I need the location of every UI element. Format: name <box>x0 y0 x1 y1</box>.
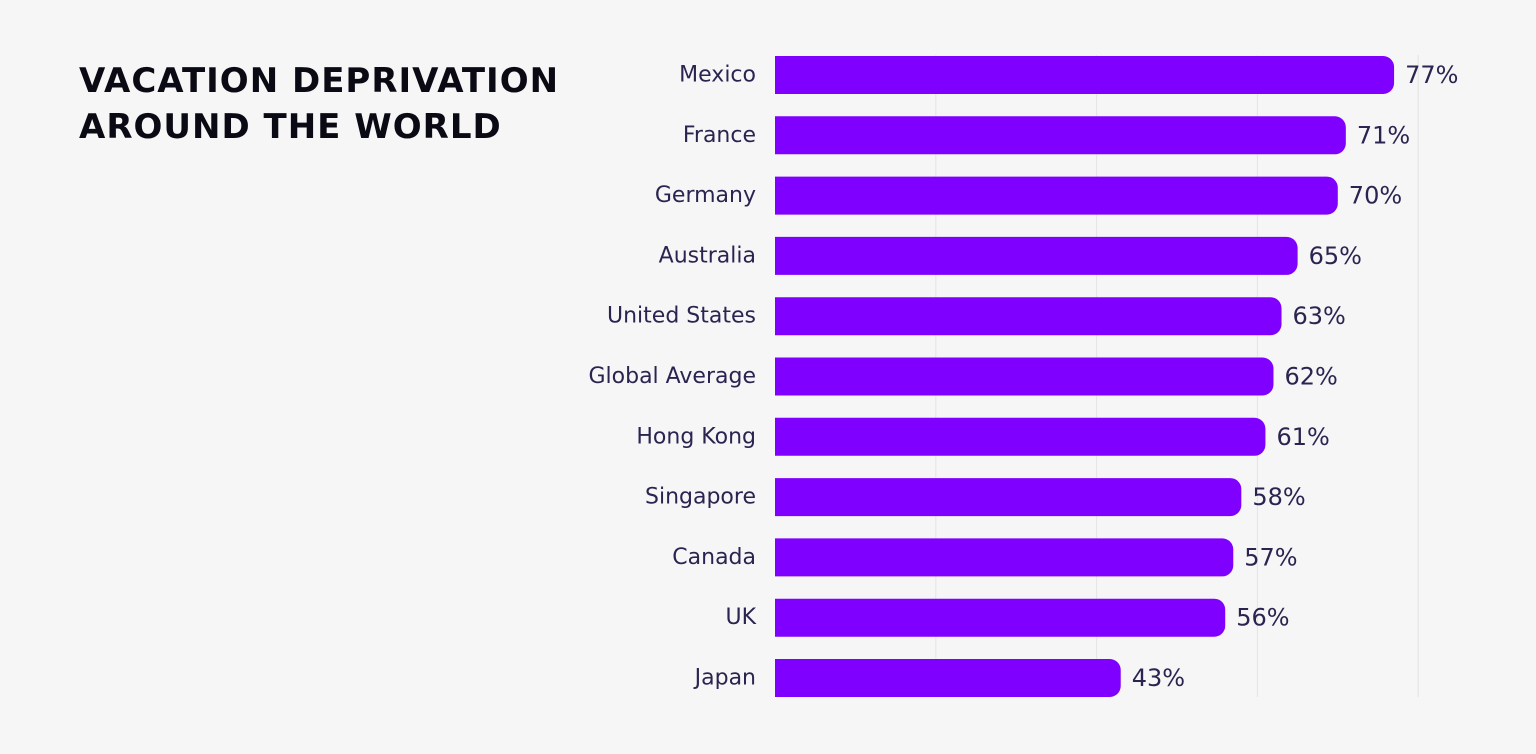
bar <box>775 417 1266 456</box>
category-label: UK <box>725 605 756 630</box>
value-label: 58% <box>1252 483 1305 511</box>
chart-title: VACATION DEPRIVATION AROUND THE WORLD <box>79 58 559 150</box>
value-label: 43% <box>1132 664 1185 692</box>
bar <box>775 659 1121 698</box>
bar <box>775 598 1226 637</box>
value-label: 65% <box>1309 242 1362 270</box>
chart-title-line-2: AROUND THE WORLD <box>79 107 502 147</box>
value-label: 63% <box>1293 302 1346 330</box>
bar <box>775 297 1282 336</box>
category-label: Singapore <box>645 485 756 510</box>
value-label: 62% <box>1284 363 1337 391</box>
bar <box>775 236 1298 275</box>
category-label: Hong Kong <box>636 424 756 449</box>
category-label: Global Average <box>588 364 756 389</box>
category-label: Japan <box>693 666 756 691</box>
bar <box>775 478 1242 517</box>
bar <box>775 56 1395 94</box>
bar <box>775 357 1274 396</box>
value-label: 71% <box>1357 121 1410 149</box>
category-label: Canada <box>672 545 756 570</box>
category-label: Mexico <box>679 63 756 88</box>
category-label: Germany <box>655 183 756 208</box>
value-label: 77% <box>1405 61 1458 89</box>
chart-title-line-1: VACATION DEPRIVATION <box>79 61 560 101</box>
category-label: Australia <box>659 243 756 268</box>
bar <box>775 116 1346 155</box>
category-label: United States <box>607 304 756 329</box>
value-label: 56% <box>1236 604 1289 632</box>
bar <box>775 176 1338 215</box>
value-label: 57% <box>1244 543 1297 571</box>
bar <box>775 538 1234 577</box>
value-label: 61% <box>1276 423 1329 451</box>
category-label: France <box>683 123 756 148</box>
value-label: 70% <box>1349 182 1402 210</box>
